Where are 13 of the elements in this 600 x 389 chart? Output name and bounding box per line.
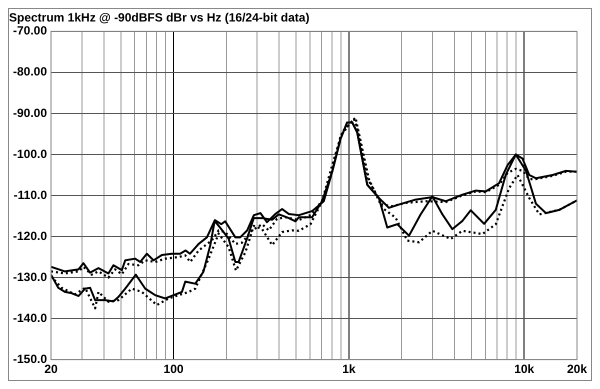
- y-tick-label: -130.0: [12, 270, 48, 284]
- y-tick-label: -110.0: [14, 188, 48, 202]
- chart-title: Spectrum 1kHz @ -90dBFS dBr vs Hz (16/24-bit data): [9, 10, 310, 25]
- y-tick-label: -100.0: [12, 146, 48, 161]
- x-tick-label: 100: [164, 362, 184, 376]
- y-tick-label: -120.0: [12, 228, 48, 243]
- y-tick-label: -70.00: [12, 24, 48, 38]
- x-tick-label: 1k: [342, 362, 356, 376]
- x-tick-label: 20k: [566, 362, 588, 376]
- x-tick-label: 10k: [514, 362, 535, 376]
- y-tick-label: -140.0: [12, 310, 48, 325]
- y-tick-label: -90.00: [12, 106, 48, 120]
- y-tick-label: -80.00: [12, 64, 48, 79]
